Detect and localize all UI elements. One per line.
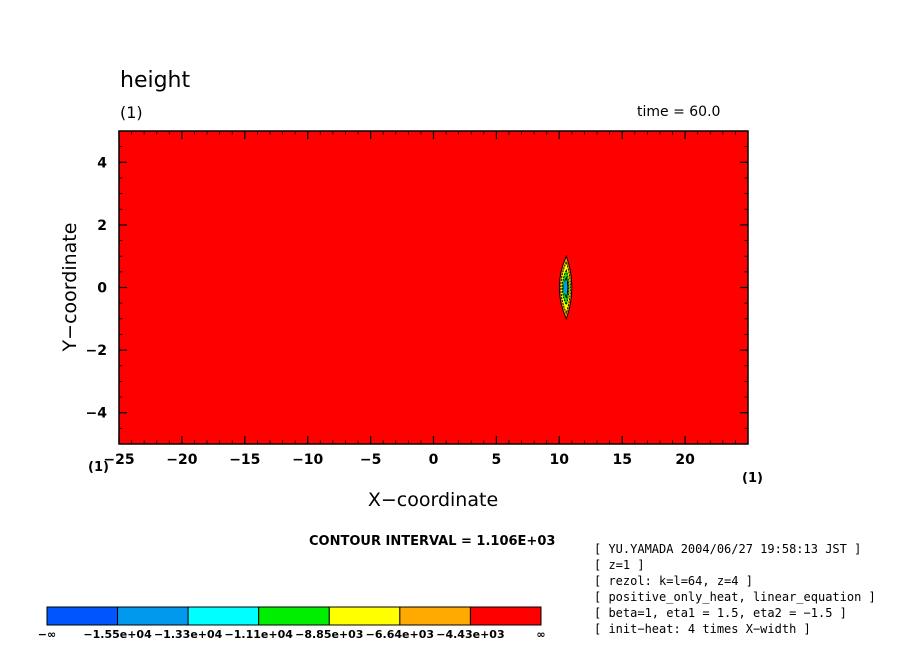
y-tick-label: 2 — [97, 218, 107, 234]
x-tick-label: 15 — [612, 452, 631, 468]
x-tick-label: 10 — [550, 452, 570, 468]
legend-label: −∞ — [38, 628, 56, 641]
x-tick-label: 0 — [429, 452, 439, 468]
legend-label: −8.85e+03 — [295, 628, 363, 641]
legend-color-box — [328, 606, 401, 626]
note-line: [ z=1 ] — [594, 558, 645, 572]
legend-color-box — [46, 606, 119, 626]
y-tick-label: −2 — [86, 343, 107, 359]
x-tick-label: −20 — [166, 452, 197, 468]
x-tick-label: −15 — [229, 452, 260, 468]
legend-label: −1.55e+04 — [83, 628, 152, 641]
y-tick-label: 4 — [97, 155, 107, 171]
legend-color-box — [469, 606, 542, 626]
legend-color-box — [117, 606, 189, 626]
time-label: time = 60.0 — [637, 104, 721, 120]
contour-feature — [558, 254, 573, 321]
x-tick-label: 20 — [675, 452, 695, 468]
y-tick-label: −4 — [86, 406, 108, 422]
legend-label: −6.64e+03 — [366, 628, 434, 641]
x-tick-label: 5 — [492, 452, 502, 468]
y-tick-label: 0 — [97, 281, 107, 297]
note-line: [ init−heat: 4 times X−width ] — [594, 622, 811, 636]
unit-label-top-left: (1) — [120, 103, 143, 122]
unit-label-x-left: (1) — [88, 460, 109, 475]
unit-label-x-right: (1) — [742, 471, 763, 486]
legend-label: −4.43e+03 — [436, 628, 504, 641]
legend-label: −1.11e+04 — [225, 628, 294, 641]
x-tick-label: −25 — [103, 452, 134, 468]
chart-title: height — [120, 68, 191, 93]
legend-color-box — [187, 606, 260, 626]
note-line: [ beta=1, eta1 = 1.5, eta2 = −1.5 ] — [594, 606, 847, 620]
legend-color-box — [399, 606, 471, 626]
legend-label: ∞ — [536, 628, 545, 641]
x-axis-label: X−coordinate — [367, 489, 499, 511]
x-tick-label: −5 — [360, 452, 381, 468]
plot-background-level — [119, 131, 748, 444]
x-tick-label: −10 — [292, 452, 323, 468]
note-line: [ YU.YAMADA 2004/06/27 19:58:13 JST ] — [594, 542, 862, 556]
note-line: [ positive_only_heat, linear_equation ] — [594, 590, 876, 604]
contour-interval-label: CONTOUR INTERVAL = 1.106E+03 — [309, 534, 556, 549]
note-line: [ rezol: k=l=64, z=4 ] — [594, 574, 753, 588]
legend-label: −1.33e+04 — [154, 628, 223, 641]
legend-color-box — [258, 606, 330, 626]
